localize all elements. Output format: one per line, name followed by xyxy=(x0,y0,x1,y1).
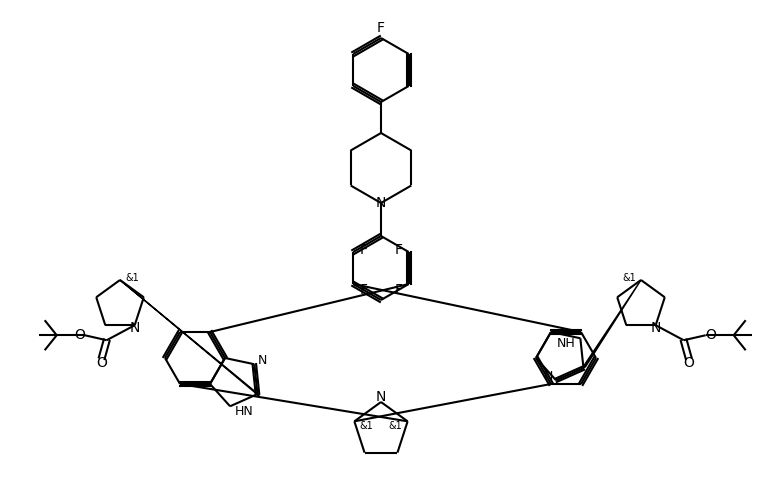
Text: N: N xyxy=(651,321,661,335)
Text: F: F xyxy=(395,283,403,297)
Text: &1: &1 xyxy=(622,273,636,283)
Text: O: O xyxy=(705,328,716,342)
Text: O: O xyxy=(96,356,107,370)
Text: HN: HN xyxy=(235,405,254,418)
Text: O: O xyxy=(683,356,694,370)
Polygon shape xyxy=(120,280,259,396)
Text: N: N xyxy=(129,321,140,335)
Text: F: F xyxy=(395,243,403,257)
Text: &1: &1 xyxy=(389,421,403,431)
Text: NH: NH xyxy=(556,337,575,350)
Text: F: F xyxy=(377,21,385,35)
Text: &1: &1 xyxy=(125,273,139,283)
Text: &1: &1 xyxy=(359,421,373,431)
Text: F: F xyxy=(359,243,368,257)
Text: N: N xyxy=(543,370,552,383)
Text: O: O xyxy=(75,328,85,342)
Text: N: N xyxy=(258,354,267,367)
Polygon shape xyxy=(581,280,641,370)
Text: N: N xyxy=(376,196,386,210)
Text: F: F xyxy=(359,283,368,297)
Text: N: N xyxy=(376,390,386,404)
